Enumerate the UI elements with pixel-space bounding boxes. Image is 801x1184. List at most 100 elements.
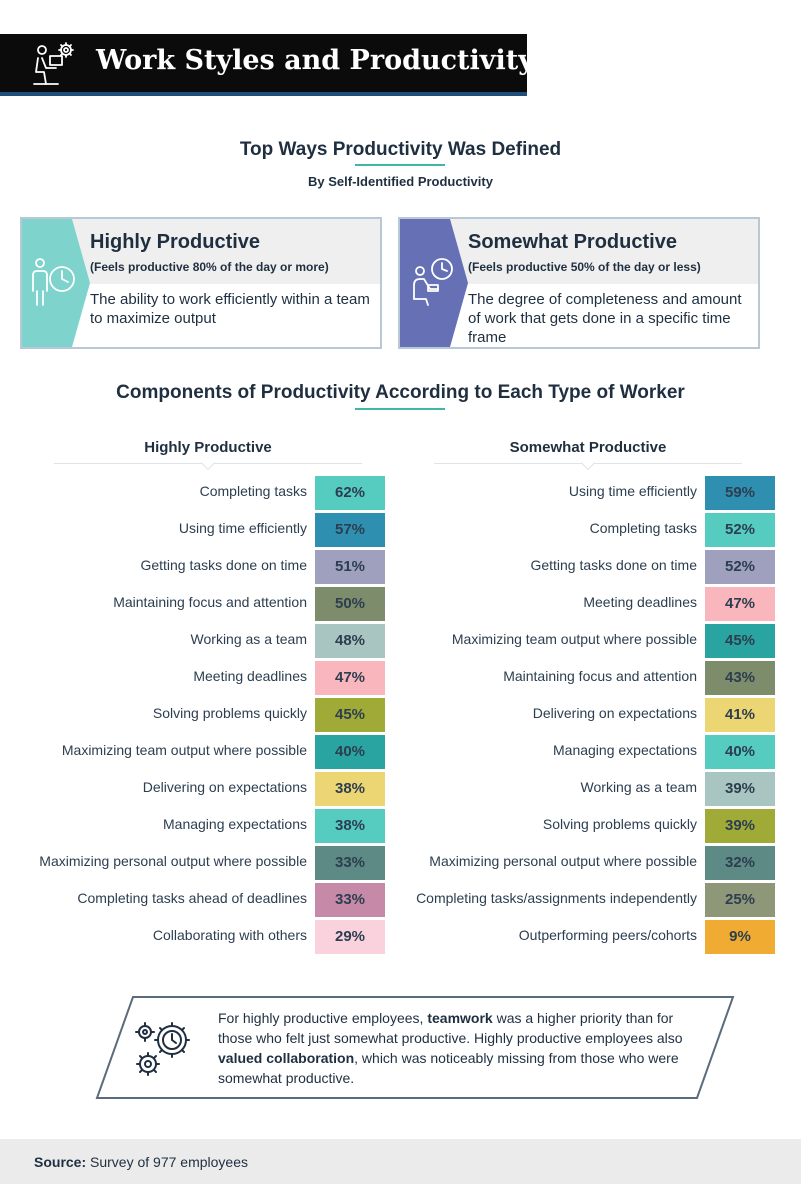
bar-value: 25%: [705, 883, 775, 917]
column-divider: [434, 463, 742, 464]
bar-row: Completing tasks 62%: [5, 476, 385, 510]
bar-row: Maximizing team output where possible 45%: [375, 624, 775, 658]
callout-highlight-teamwork: teamwork: [427, 1010, 493, 1026]
card-title: Highly Productive: [90, 231, 261, 253]
card-header-band: [72, 219, 380, 284]
bar-row: Meeting deadlines 47%: [5, 661, 385, 695]
bar-label: Meeting deadlines: [583, 594, 697, 610]
card-header-band: [450, 219, 758, 284]
bar-value: 38%: [315, 809, 385, 843]
bar-value: 39%: [705, 809, 775, 843]
bar-row: Completing tasks 52%: [375, 513, 775, 547]
gears-clock-icon: [135, 1022, 190, 1076]
card-somewhat-productive: Somewhat Productive (Feels productive 50…: [398, 217, 760, 349]
bar-label: Working as a team: [580, 779, 697, 795]
card-title: Somewhat Productive: [468, 231, 677, 253]
bar-value: 47%: [705, 587, 775, 621]
bar-row: Managing expectations 38%: [5, 809, 385, 843]
bar-value: 38%: [315, 772, 385, 806]
column-divider: [54, 463, 362, 464]
bar-row: Delivering on expectations 41%: [375, 698, 775, 732]
source-text: Source: Survey of 977 employees: [34, 1154, 248, 1170]
callout-highlight-collaboration: valued collaboration: [218, 1050, 355, 1066]
bar-value: 59%: [705, 476, 775, 510]
bar-label: Completing tasks ahead of deadlines: [77, 890, 307, 906]
card-subtitle: (Feels productive 50% of the day or less…: [468, 260, 701, 274]
card-subtitle: (Feels productive 80% of the day or more…: [90, 260, 329, 274]
bar-value: 32%: [705, 846, 775, 880]
bar-value: 41%: [705, 698, 775, 732]
components-underline: [355, 408, 445, 410]
bar-label: Outperforming peers/cohorts: [518, 927, 697, 943]
bar-label: Solving problems quickly: [152, 705, 307, 721]
worker-gear-icon: [33, 42, 74, 85]
bar-value: 50%: [315, 587, 385, 621]
bar-value: 51%: [315, 550, 385, 584]
bar-label: Using time efficiently: [178, 520, 307, 536]
bar-value: 57%: [315, 513, 385, 547]
bar-value: 33%: [315, 883, 385, 917]
bar-label: Meeting deadlines: [193, 668, 307, 684]
bar-row: Maximizing personal output where possibl…: [375, 846, 775, 880]
bar-value: 40%: [315, 735, 385, 769]
bar-row: Solving problems quickly 39%: [375, 809, 775, 843]
card-accent-chevron: [22, 219, 90, 347]
card-accent-chevron: [400, 219, 468, 347]
bar-row: Solving problems quickly 45%: [5, 698, 385, 732]
callout-box: [95, 996, 735, 1099]
header-banner: Work Styles and Productivity: [0, 34, 534, 96]
bar-value: 29%: [315, 920, 385, 954]
bar-value: 40%: [705, 735, 775, 769]
person-desk-clock-icon: [413, 258, 453, 306]
callout-text: For highly productive employees, teamwor…: [218, 1010, 683, 1086]
bar-row: Working as a team 39%: [375, 772, 775, 806]
bar-label: Solving problems quickly: [542, 816, 697, 832]
bar-label: Completing tasks: [199, 483, 307, 499]
bar-row: Maintaining focus and attention 43%: [375, 661, 775, 695]
bar-label: Completing tasks: [589, 520, 697, 536]
bar-row: Getting tasks done on time 51%: [5, 550, 385, 584]
bar-row: Collaborating with others 29%: [5, 920, 385, 954]
bar-value: 48%: [315, 624, 385, 658]
bar-label: Delivering on expectations: [142, 779, 307, 795]
bar-row: Working as a team 48%: [5, 624, 385, 658]
bar-label: Completing tasks/assignments independent…: [416, 890, 697, 906]
bar-label: Getting tasks done on time: [140, 557, 307, 573]
bar-row: Getting tasks done on time 52%: [375, 550, 775, 584]
bar-value: 62%: [315, 476, 385, 510]
bar-label: Using time efficiently: [568, 483, 697, 499]
bar-row: Managing expectations 40%: [375, 735, 775, 769]
bar-label: Maximizing personal output where possibl…: [429, 853, 697, 869]
bar-label: Working as a team: [190, 631, 307, 647]
bar-row: Using time efficiently 59%: [375, 476, 775, 510]
bar-value: 45%: [315, 698, 385, 732]
bar-row: Outperforming peers/cohorts 9%: [375, 920, 775, 954]
bar-label: Delivering on expectations: [532, 705, 697, 721]
bar-value: 43%: [705, 661, 775, 695]
source-footer: Source: Survey of 977 employees: [0, 1139, 801, 1184]
bar-value: 9%: [705, 920, 775, 954]
bar-value: 39%: [705, 772, 775, 806]
bar-label: Maintaining focus and attention: [503, 668, 697, 684]
bar-label: Collaborating with others: [152, 927, 307, 943]
defined-subtitle: By Self-Identified Productivity: [308, 174, 493, 189]
bar-label: Managing expectations: [553, 742, 697, 758]
bar-row: Maintaining focus and attention 50%: [5, 587, 385, 621]
bar-value: 45%: [705, 624, 775, 658]
page-title: Work Styles and Productivity: [96, 45, 534, 76]
bar-label: Maximizing team output where possible: [61, 742, 307, 758]
bar-row: Completing tasks ahead of deadlines 33%: [5, 883, 385, 917]
somewhat-productive-column-title: Somewhat Productive: [509, 439, 667, 456]
highly-productive-column-title: Highly Productive: [144, 439, 272, 456]
bar-label: Getting tasks done on time: [530, 557, 697, 573]
bar-row: Completing tasks/assignments independent…: [375, 883, 775, 917]
components-title: Components of Productivity According to …: [116, 382, 685, 403]
bar-value: 52%: [705, 513, 775, 547]
defined-underline: [355, 164, 445, 166]
bar-value: 52%: [705, 550, 775, 584]
bar-label: Managing expectations: [163, 816, 307, 832]
bar-label: Maximizing team output where possible: [451, 631, 697, 647]
person-clock-icon: [32, 258, 75, 306]
bar-row: Delivering on expectations 38%: [5, 772, 385, 806]
bar-label: Maintaining focus and attention: [113, 594, 307, 610]
